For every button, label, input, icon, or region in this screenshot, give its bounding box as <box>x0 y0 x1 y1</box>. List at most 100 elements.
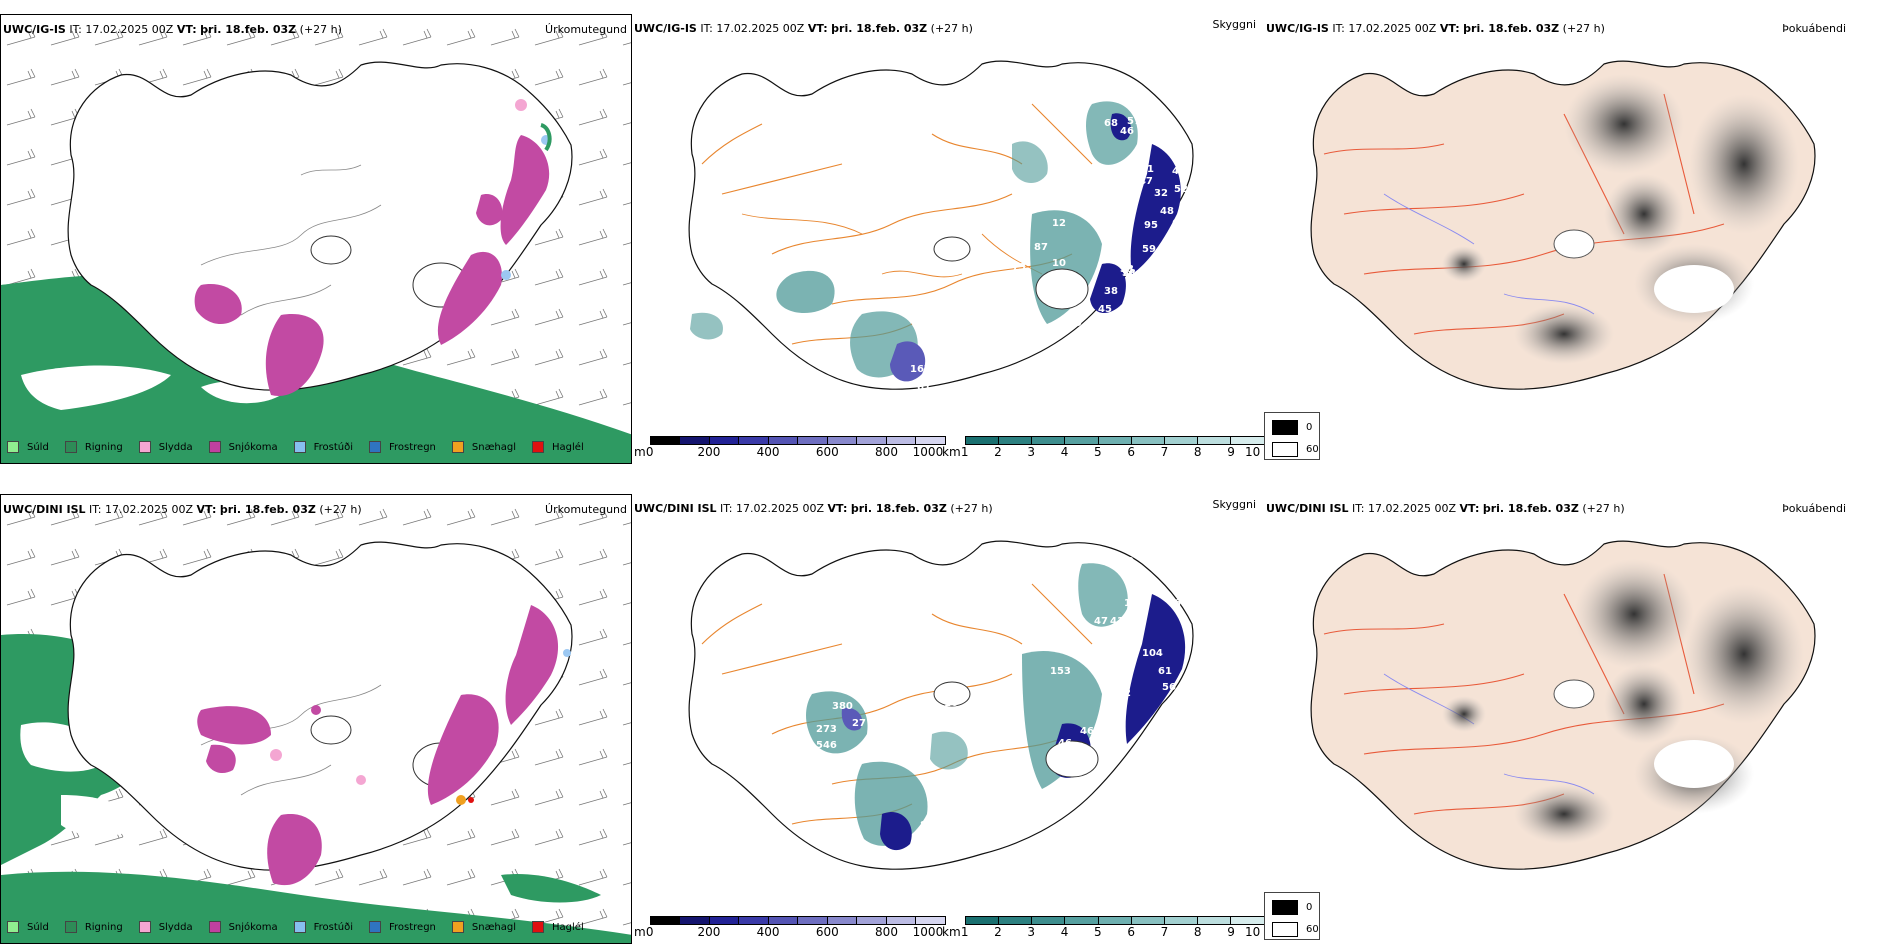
vis-label: 61 <box>917 382 931 393</box>
fog-swatch <box>1272 420 1298 435</box>
fog-legend-row2: 0 60 <box>1264 892 1320 940</box>
visibility-ticks: 1 2 3 4 5 6 7 8 9 10 <box>960 445 1261 459</box>
legend-swatch <box>451 921 464 933</box>
legend-item: Snæhagl <box>451 441 516 453</box>
vis-label: 49 <box>1172 166 1186 177</box>
vis-label: 63 <box>1172 218 1186 229</box>
vis-label: 41 <box>1137 278 1151 289</box>
legend-item: Frostúði <box>293 441 353 453</box>
vis-label: 153 <box>1050 666 1071 677</box>
fog-map-graphic <box>1310 60 1816 390</box>
vis-label: 47 <box>822 264 836 275</box>
visibility-map-graphic: 69 65 196 417 106 47 52 104 61 56 42 46 … <box>688 540 1194 887</box>
cloud-base-cells <box>649 916 946 925</box>
vis-label: 104 <box>1142 648 1163 659</box>
vis-label: 61 <box>1158 666 1172 677</box>
precip-type-map-row1: UWC/IG-IS IT: 17.02.2025 00Z VT: þri. 18… <box>0 14 632 464</box>
precip-name-row2: Úrkomutegund <box>545 503 627 516</box>
legend-swatch <box>64 441 77 453</box>
precip-map-graphic <box>1 495 631 943</box>
cloud-base-ticks: 0 200 400 600 800 1000 <box>645 925 944 939</box>
vis-label: 417 <box>1110 616 1131 627</box>
fog-swatch <box>1272 900 1298 915</box>
precip-title-row1: UWC/IG-IS IT: 17.02.2025 00Z VT: þri. 18… <box>3 23 342 36</box>
legend-swatch <box>369 921 381 933</box>
visibility-cells <box>964 916 1264 925</box>
legend-swatch <box>138 441 151 453</box>
vis-label: 380 <box>832 701 853 712</box>
vis-label: 69 <box>1120 556 1134 567</box>
visibility-name-row1: Skyggni <box>1212 18 1256 31</box>
vis-label: 56 <box>872 872 886 883</box>
vis-label: 46 <box>1058 738 1072 749</box>
vis-label: 71 <box>1140 164 1154 175</box>
vis-label: 95 <box>1144 220 1158 231</box>
precip-legend-row2: Súld Rigning Slydda Snjókoma Frostúði Fr… <box>7 921 600 933</box>
visibility-colorbar-row2: km 1 2 3 4 5 6 7 8 9 10 <box>942 916 1264 939</box>
fog-index-map-row1: UWC/IG-IS IT: 17.02.2025 00Z VT: þri. 18… <box>1264 14 1900 464</box>
fog-title-row1: UWC/IG-IS IT: 17.02.2025 00Z VT: þri. 18… <box>1266 22 1605 35</box>
fog-map-graphic <box>1310 540 1816 870</box>
vis-label: 56 <box>1162 682 1176 693</box>
vis-label: 52 <box>1174 184 1188 195</box>
legend-swatch <box>293 921 306 933</box>
vis-label: 59 <box>1068 318 1082 329</box>
cloud-base-cells <box>649 436 946 445</box>
legend-item: Haglél <box>532 921 584 933</box>
legend-item: Snjókoma <box>208 441 278 453</box>
fog-legend-item: 0 <box>1272 420 1319 435</box>
vis-label: 106 <box>1110 664 1131 675</box>
legend-swatch <box>7 921 19 933</box>
visibility-map-row2: 69 65 196 417 106 47 52 104 61 56 42 46 … <box>632 494 1264 944</box>
vis-label: 57 <box>1127 116 1141 127</box>
legend-item: Frostregn <box>369 441 436 453</box>
vis-label: 37 <box>1064 766 1078 777</box>
cloud-base-colorbar-row2: m 0 200 400 600 800 1000 <box>634 916 946 939</box>
precip-map-graphic <box>1 15 631 463</box>
legend-swatch <box>451 441 464 453</box>
fog-swatch <box>1272 922 1298 937</box>
legend-swatch <box>293 441 306 453</box>
vis-label: 59 <box>1142 244 1156 255</box>
visibility-map-row1: 57 129 46 68 71 547 86 32 35 49 52 48 53… <box>632 14 1264 464</box>
vis-label: 32 <box>1154 188 1168 199</box>
fog-index-map-row2: UWC/DINI ISL IT: 17.02.2025 00Z VT: þri.… <box>1264 494 1900 944</box>
vis-label: 68 <box>1104 118 1118 129</box>
fog-name-row1: Þokuábendi <box>1782 22 1846 35</box>
precip-name-row1: Úrkomutegund <box>545 23 627 36</box>
vis-label: 42 <box>1100 706 1114 717</box>
vis-label: 16 <box>1060 191 1074 202</box>
vis-label: 97 <box>852 848 866 859</box>
cloud-base-unit: m <box>634 925 646 939</box>
fog-legend-item: 60 <box>1272 922 1319 937</box>
precip-type-map-row2: UWC/DINI ISL IT: 17.02.2025 00Z VT: þri.… <box>0 494 632 944</box>
vis-label: 16 <box>944 698 958 709</box>
visibility-map-graphic: 57 129 46 68 71 547 86 32 35 49 52 48 53… <box>688 60 1194 393</box>
vis-label: 46 <box>1080 726 1094 737</box>
legend-item: Súld <box>7 921 49 933</box>
vis-label: 86 <box>1102 184 1116 195</box>
visibility-name-row2: Skyggni <box>1212 498 1256 511</box>
legend-swatch <box>138 921 151 933</box>
fog-title-row2: UWC/DINI ISL IT: 17.02.2025 00Z VT: þri.… <box>1266 502 1625 515</box>
vis-label: 52 <box>1117 688 1131 699</box>
legend-swatch <box>7 441 19 453</box>
vis-label: 167 <box>910 364 931 375</box>
vis-label: 45 <box>1098 304 1112 315</box>
vis-label: 125 <box>844 876 865 887</box>
vis-label: 40 <box>896 596 910 607</box>
vis-label: 53 <box>1122 268 1136 279</box>
legend-swatch <box>208 921 221 933</box>
precip-title-row2: UWC/DINI ISL IT: 17.02.2025 00Z VT: þri.… <box>3 503 362 516</box>
vis-label: 57 <box>1070 332 1084 343</box>
cloud-base-unit: m <box>634 445 646 459</box>
visibility-unit: km <box>942 445 961 459</box>
vis-label: 87 <box>1034 242 1048 253</box>
visibility-cells <box>964 436 1264 445</box>
legend-item: Frostúði <box>293 921 353 933</box>
vis-label: 12 <box>1052 218 1066 229</box>
vis-label: 87 <box>920 820 934 831</box>
visibility-title-row1: UWC/IG-IS IT: 17.02.2025 00Z VT: þri. 18… <box>634 22 973 35</box>
legend-swatch <box>64 921 77 933</box>
legend-item: Slydda <box>138 921 193 933</box>
